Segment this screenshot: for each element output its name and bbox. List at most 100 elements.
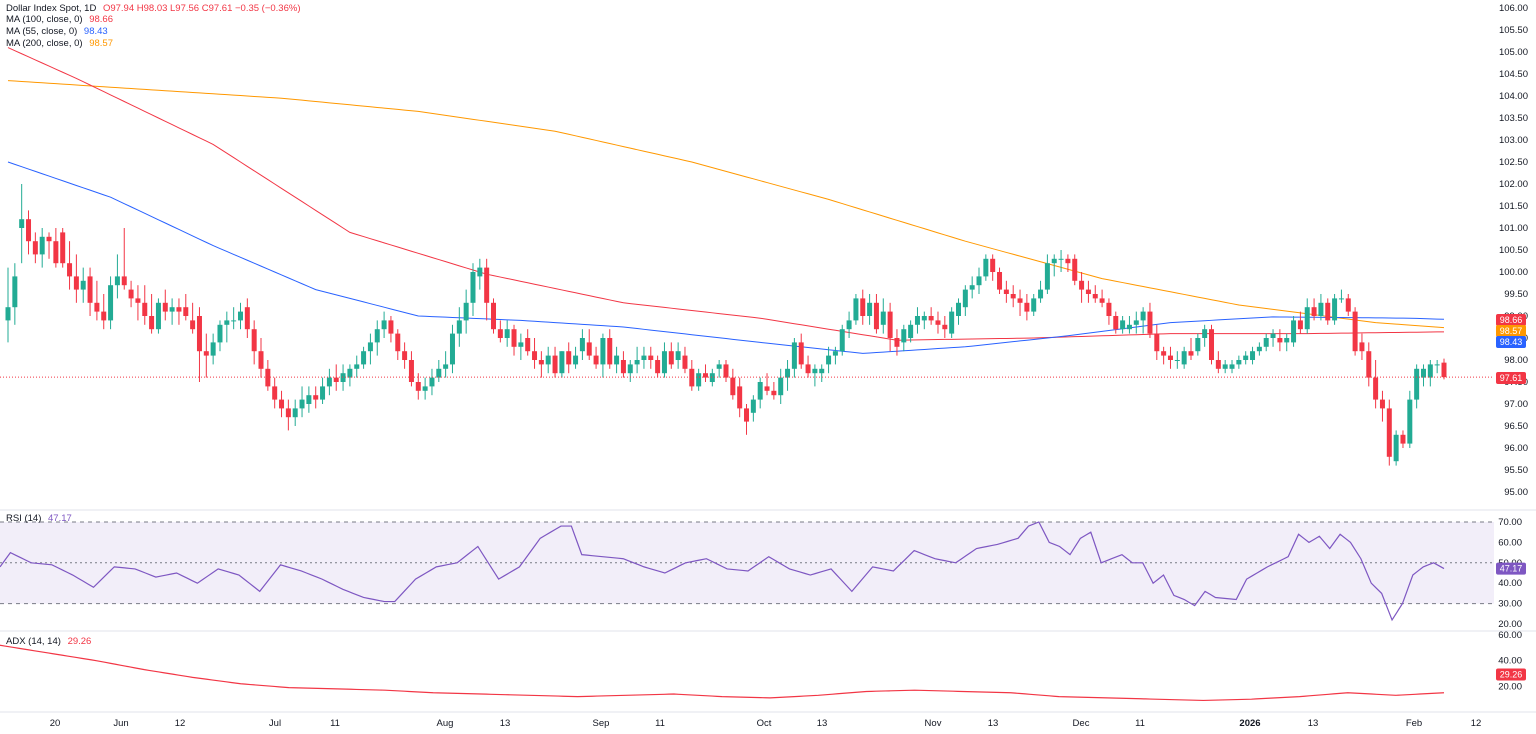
candle-body <box>381 320 387 330</box>
rsi-legend[interactable]: RSI (14) 47.17 <box>6 513 72 524</box>
candle-body <box>778 377 784 396</box>
candle-body <box>504 329 510 338</box>
candle-body <box>73 276 79 290</box>
candle-body <box>914 316 920 325</box>
candle-body <box>491 302 497 330</box>
candle-body <box>1318 302 1324 316</box>
ma55-legend[interactable]: MA (55, close, 0) 98.43 <box>6 26 108 37</box>
candle-body <box>744 408 750 422</box>
rsi-legend-label: RSI (14) <box>6 513 42 524</box>
candle-body <box>1038 289 1044 299</box>
ma200-legend-value: 98.57 <box>89 38 113 49</box>
candle-body <box>1072 258 1078 281</box>
candle-body <box>559 351 565 374</box>
time-tick-label: 13 <box>817 718 828 729</box>
candle-body <box>108 285 114 321</box>
candle-body <box>162 302 168 312</box>
candle-body <box>60 232 66 264</box>
candle-body <box>484 267 490 303</box>
candle-body <box>990 258 996 272</box>
candle-body <box>1325 302 1331 321</box>
candle-body <box>641 355 647 360</box>
candle-body <box>87 276 93 303</box>
candle-body <box>176 307 182 312</box>
price-tick-label: 100.50 <box>1499 245 1528 256</box>
candle-body <box>730 377 736 396</box>
price-tag-label: 97.61 <box>1500 373 1523 383</box>
candle-body <box>819 368 825 374</box>
candle-body <box>1010 294 1016 299</box>
ma200-legend[interactable]: MA (200, close, 0) 98.57 <box>6 38 113 49</box>
candle-body <box>1366 351 1372 378</box>
adx-legend[interactable]: ADX (14, 14) 29.26 <box>6 636 91 647</box>
candle-body <box>1386 408 1392 457</box>
candle-body <box>190 320 196 330</box>
candle-body <box>320 386 326 400</box>
candle-body <box>422 386 428 391</box>
time-tick-label: Aug <box>437 718 454 729</box>
candle-body <box>463 302 469 321</box>
candle-body <box>798 342 804 365</box>
candle-body <box>149 316 155 330</box>
candle-body <box>1167 355 1173 360</box>
time-tick-label: Jul <box>269 718 281 729</box>
candle-body <box>867 302 873 316</box>
time-tick-label: Nov <box>925 718 942 729</box>
price-tag: 98.57 <box>1496 325 1526 337</box>
candle-body <box>573 355 579 365</box>
candle-body <box>1202 329 1208 338</box>
candle-body <box>545 355 551 365</box>
candle-body <box>716 364 722 369</box>
candle-body <box>1277 338 1283 343</box>
candle-body <box>237 311 243 321</box>
candle-body <box>258 351 264 369</box>
candle-body <box>764 386 770 391</box>
candle-body <box>1099 298 1105 303</box>
candle-body <box>942 324 948 330</box>
candle-body <box>367 342 373 352</box>
ma100-legend[interactable]: MA (100, close, 0) 98.66 <box>6 14 113 25</box>
candle-body <box>415 382 421 391</box>
candle-body <box>354 364 360 369</box>
candle-body <box>244 307 250 330</box>
candle-body <box>272 386 278 400</box>
price-tag-bg <box>1496 314 1526 326</box>
candle-body <box>935 320 941 325</box>
candle-body <box>292 408 298 418</box>
time-tick-label: 13 <box>988 718 999 729</box>
candle-body <box>361 351 367 365</box>
ohlc-values: O97.94 H98.03 L97.56 C97.61 −0.35 (−0.36… <box>102 3 301 14</box>
candle-body <box>436 368 442 378</box>
price-tick-label: 97.00 <box>1504 399 1528 410</box>
symbol-legend: Dollar Index Spot, 1D O97.94 H98.03 L97.… <box>6 3 301 14</box>
candle-body <box>299 399 305 409</box>
rsi-tick-label: 20.00 <box>1498 619 1522 630</box>
candle-body <box>395 333 401 352</box>
candle-body <box>1017 298 1023 303</box>
price-tick-label: 103.00 <box>1499 135 1528 146</box>
candle-body <box>142 302 148 316</box>
ma100-legend-value: 98.66 <box>89 14 113 25</box>
candle-body <box>1427 364 1433 378</box>
candle-body <box>600 338 606 365</box>
candle-body <box>655 360 661 374</box>
candle-body <box>627 364 633 374</box>
ma100-line <box>7 47 1445 341</box>
adx-tick-label: 20.00 <box>1498 681 1522 692</box>
price-tag-bg <box>1496 325 1526 337</box>
candle-body <box>470 272 476 303</box>
candle-body <box>887 311 893 338</box>
price-tick-label: 95.50 <box>1504 465 1528 476</box>
candle-body <box>26 219 32 242</box>
price-tick-label: 95.00 <box>1504 487 1528 498</box>
candle-body <box>832 351 838 356</box>
price-tick-label: 106.00 <box>1499 3 1528 14</box>
adx-legend-value: 29.26 <box>67 636 92 647</box>
price-tick-label: 105.50 <box>1499 25 1528 36</box>
candle-body <box>634 360 640 365</box>
time-tick-label: Oct <box>757 718 772 729</box>
candle-body <box>1031 298 1037 312</box>
candle-body <box>737 386 743 409</box>
price-tag-bg <box>1496 372 1526 384</box>
